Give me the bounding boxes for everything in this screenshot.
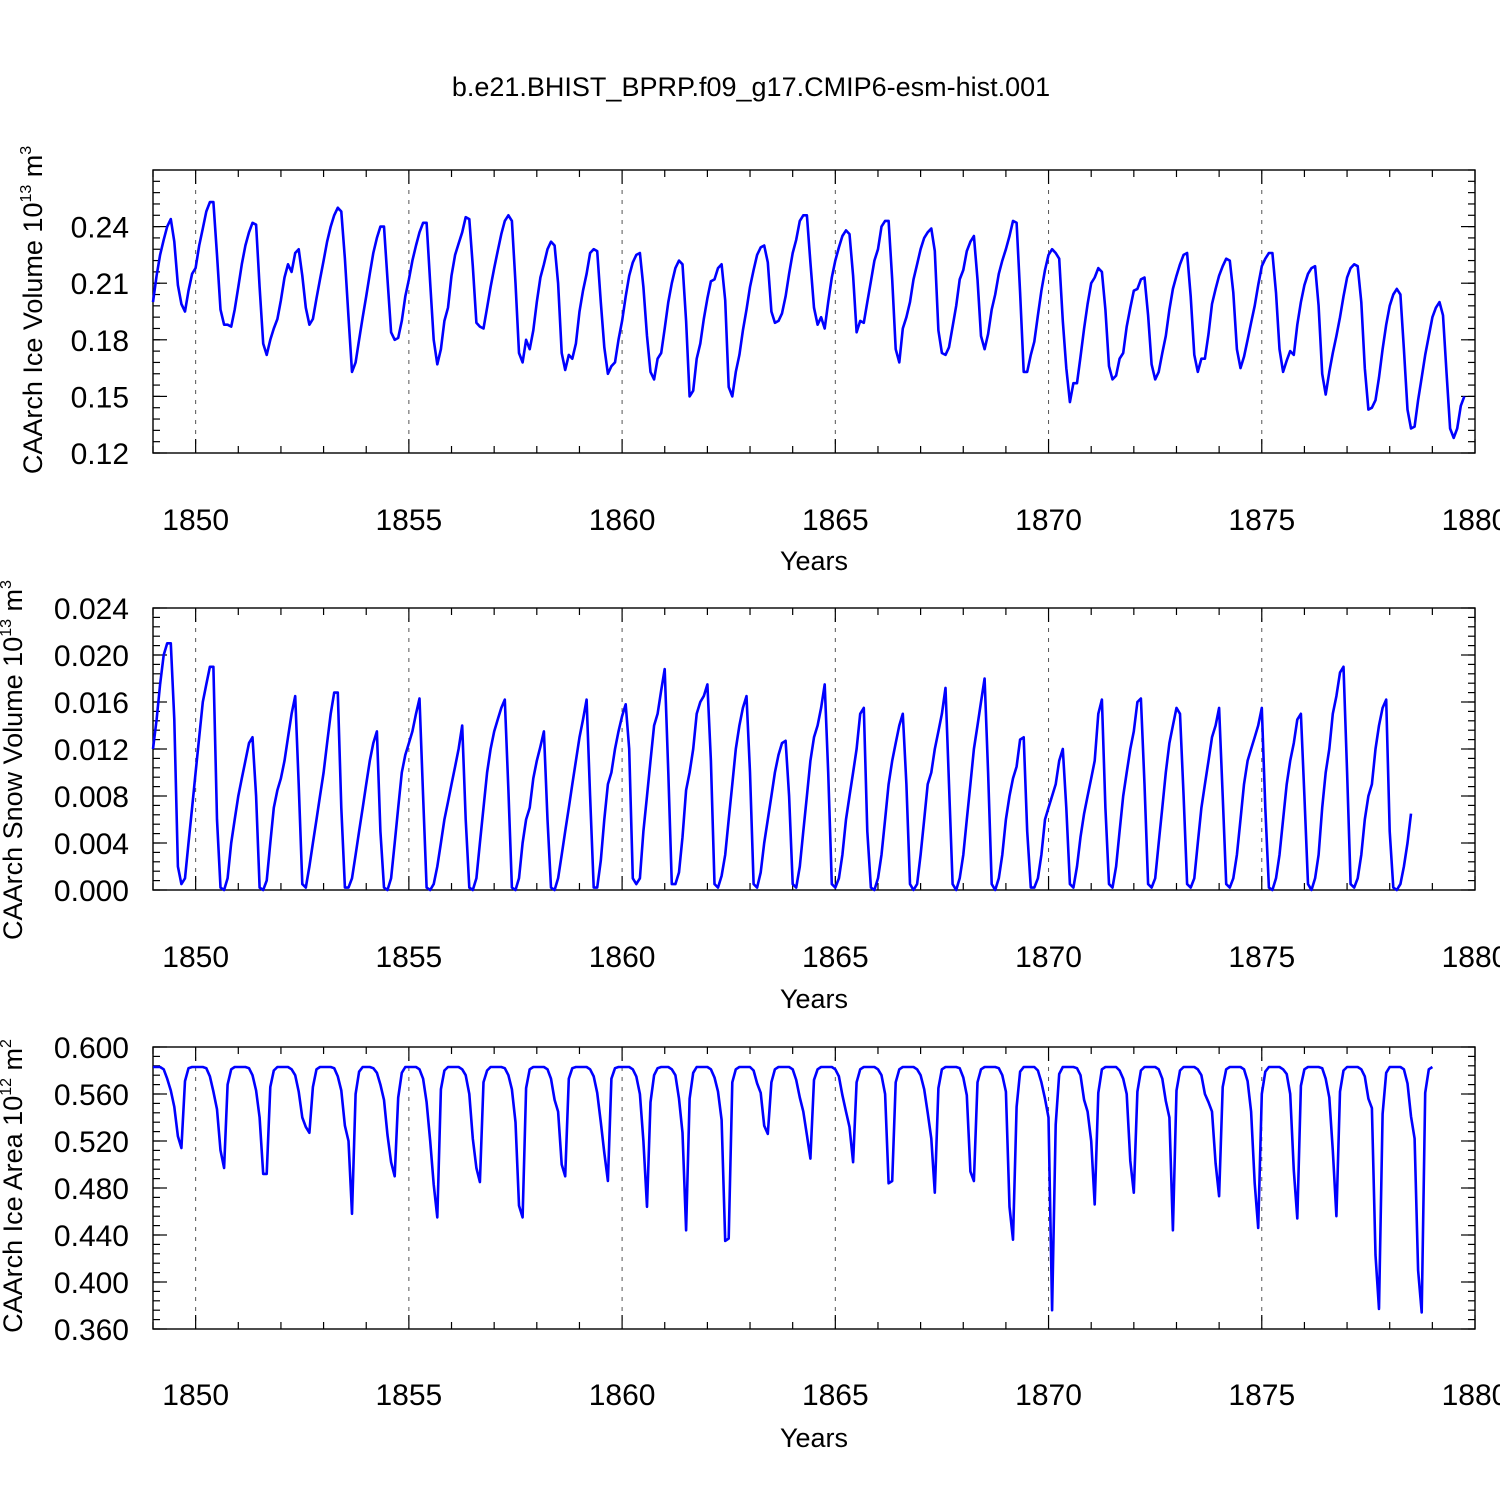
x-axis-title: Years [780, 546, 848, 576]
y-axis-title-text: CAArch Ice Area 10 [0, 1096, 28, 1333]
x-tick-label: 1870 [1015, 941, 1082, 974]
x-tick-label: 1875 [1228, 1379, 1295, 1412]
x-tick-label: 1865 [802, 1379, 869, 1412]
y-axis-title-text: m [0, 589, 28, 619]
y-tick-label: 0.24 [71, 212, 129, 245]
y-axis-title-superscript: 12 [0, 1078, 15, 1096]
plot-frame [152, 169, 1476, 454]
y-tick-label: 0.008 [54, 781, 129, 814]
y-tick-label: 0.004 [54, 828, 129, 861]
x-tick-label: 1860 [589, 941, 656, 974]
x-tick-label: 1865 [802, 941, 869, 974]
y-tick-label: 0.12 [71, 438, 129, 471]
y-axis-title-superscript: 13 [18, 185, 35, 203]
y-tick-label: 0.560 [54, 1079, 129, 1112]
y-tick-label: 0.360 [54, 1314, 129, 1347]
series-line [153, 1065, 1434, 1314]
y-tick-label: 0.400 [54, 1267, 129, 1300]
y-tick-label: 0.024 [54, 593, 129, 626]
x-tick-label: 1855 [375, 941, 442, 974]
x-tick-label: 1850 [162, 941, 229, 974]
y-axis-title-superscript: 3 [18, 146, 35, 155]
y-tick-label: 0.000 [54, 875, 129, 908]
y-tick-label: 0.480 [54, 1173, 129, 1206]
series-line [151, 641, 1413, 892]
y-axis-title: CAArch Snow Volume 1013 m3 [0, 580, 28, 940]
y-tick-label: 0.21 [71, 268, 129, 301]
x-tick-label: 1860 [589, 504, 656, 537]
x-axis-title: Years [780, 1423, 848, 1453]
y-tick-label: 0.15 [71, 381, 129, 414]
y-axis-title: CAArch Ice Volume 1013 m3 [18, 146, 48, 474]
y-tick-label: 0.012 [54, 734, 129, 767]
x-tick-label: 1850 [162, 504, 229, 537]
x-axis-title: Years [780, 984, 848, 1014]
x-tick-label: 1870 [1015, 1379, 1082, 1412]
x-tick-label: 1860 [589, 1379, 656, 1412]
y-tick-label: 0.520 [54, 1126, 129, 1159]
figure-title: b.e21.BHIST_BPRP.f09_g17.CMIP6-esm-hist.… [452, 72, 1050, 102]
x-tick-label: 1865 [802, 504, 869, 537]
x-tick-label: 1855 [375, 504, 442, 537]
y-axis-title-superscript: 2 [0, 1039, 15, 1048]
y-tick-label: 0.18 [71, 325, 129, 358]
x-tick-label: 1870 [1015, 504, 1082, 537]
y-axis-title-superscript: 13 [0, 619, 15, 637]
y-axis-title-text: m [18, 155, 48, 185]
y-axis-title-text: CAArch Ice Volume 10 [18, 203, 48, 475]
x-tick-label: 1855 [375, 1379, 442, 1412]
y-axis-title: CAArch Ice Area 1012 m2 [0, 1039, 28, 1333]
y-tick-label: 0.020 [54, 640, 129, 673]
x-tick-label: 1875 [1228, 504, 1295, 537]
plot-frame [152, 607, 1476, 891]
x-tick-label: 1875 [1228, 941, 1295, 974]
x-tick-label: 1850 [162, 1379, 229, 1412]
y-axis-title-text: CAArch Snow Volume 10 [0, 637, 28, 940]
y-tick-label: 0.440 [54, 1220, 129, 1253]
y-tick-label: 0.600 [54, 1032, 129, 1065]
y-axis-title-text: m [0, 1048, 28, 1078]
series-line [151, 200, 1466, 440]
y-axis-title-superscript: 3 [0, 580, 15, 589]
y-tick-label: 0.016 [54, 687, 129, 720]
